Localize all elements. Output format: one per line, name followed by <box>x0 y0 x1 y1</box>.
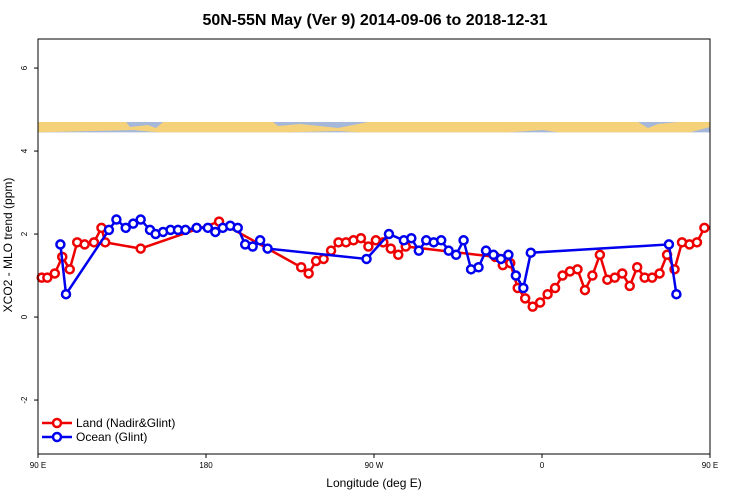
y-tick-label: -2 <box>20 396 29 404</box>
data-point <box>579 284 591 296</box>
data-point <box>120 222 131 234</box>
y-tick-label: 4 <box>20 148 29 153</box>
data-point <box>55 239 66 250</box>
data-point <box>609 272 621 283</box>
x-tick-label: 90 W <box>365 461 384 470</box>
data-point <box>325 245 337 256</box>
x-axis-label: Longitude (deg E) <box>326 476 421 490</box>
data-point <box>135 214 146 225</box>
data-point <box>503 249 514 261</box>
chart-title: 50N-55N May (Ver 9) 2014-09-06 to 2018-1… <box>202 12 547 29</box>
data-point <box>393 249 404 261</box>
data-point <box>510 270 522 281</box>
land-shape <box>38 122 710 133</box>
data-point <box>587 270 598 281</box>
data-point <box>542 288 553 300</box>
data-point <box>654 268 665 279</box>
y-axis-label: XCO2 - MLO trend (ppm) <box>1 178 15 313</box>
x-tick-label: 90 E <box>702 461 718 470</box>
data-point <box>519 293 531 304</box>
data-point <box>295 262 307 273</box>
data-point <box>458 235 469 246</box>
x-tick-label: 90 E <box>30 461 46 470</box>
y-tick-label: 6 <box>20 65 29 70</box>
data-point <box>671 288 682 300</box>
data-point <box>361 253 372 265</box>
data-point <box>406 232 417 244</box>
data-point <box>60 288 72 300</box>
data-point <box>413 245 425 256</box>
data-point <box>557 270 568 281</box>
data-point <box>103 224 115 236</box>
axis-ticks: 90 E 180 90 W 0 90 E -2 0 2 4 6 <box>20 65 718 470</box>
plot-frame <box>37 38 711 455</box>
x-tick-label: 180 <box>199 461 213 470</box>
data-point <box>631 262 643 273</box>
data-point <box>488 249 499 261</box>
data-point <box>525 247 537 258</box>
data-point <box>180 224 191 236</box>
data-point <box>534 297 546 308</box>
data-point <box>646 272 658 283</box>
data-point <box>617 268 628 279</box>
legend-label: Ocean (Glint) <box>76 430 147 444</box>
x-tick-label: 0 <box>540 461 545 470</box>
series-line <box>41 220 706 309</box>
data-point <box>383 228 395 240</box>
legend-marker <box>51 431 63 443</box>
data-point <box>572 264 583 275</box>
y-tick-label: 0 <box>20 314 29 319</box>
data-point <box>495 253 507 265</box>
data-point <box>594 249 606 261</box>
land-series <box>36 216 710 312</box>
data-point <box>385 243 397 254</box>
data-point <box>232 222 243 234</box>
data-point <box>363 241 374 252</box>
legend-label: Land (Nadir&Glint) <box>76 416 175 430</box>
data-point <box>355 232 367 244</box>
data-point <box>473 262 484 273</box>
data-point <box>691 237 703 248</box>
data-point <box>549 282 561 294</box>
data-point <box>443 245 454 256</box>
data-point <box>111 214 122 225</box>
data-point <box>699 222 710 234</box>
series-layer <box>36 214 710 312</box>
data-point <box>79 239 90 250</box>
legend: Land (Nadir&Glint)Ocean (Glint) <box>42 416 175 444</box>
data-point <box>624 280 635 292</box>
data-point <box>202 222 214 234</box>
data-point <box>49 268 61 279</box>
land-ocean-band <box>38 122 710 133</box>
data-point <box>262 243 273 254</box>
data-point <box>247 241 258 252</box>
data-point <box>64 264 75 275</box>
data-point <box>527 301 538 312</box>
y-tick-label: 2 <box>20 231 29 236</box>
data-point <box>318 253 329 265</box>
data-point <box>135 243 146 254</box>
data-point <box>254 235 266 246</box>
data-point <box>480 245 492 256</box>
data-point <box>435 235 447 246</box>
data-point <box>210 226 221 238</box>
data-point <box>303 268 314 279</box>
data-point <box>42 272 53 283</box>
data-point <box>518 282 529 294</box>
data-point <box>450 249 462 261</box>
data-point <box>663 239 675 250</box>
data-point <box>191 222 202 234</box>
data-point <box>88 237 100 248</box>
data-point <box>127 218 139 229</box>
legend-marker <box>51 417 63 429</box>
ocean-series <box>55 214 682 300</box>
